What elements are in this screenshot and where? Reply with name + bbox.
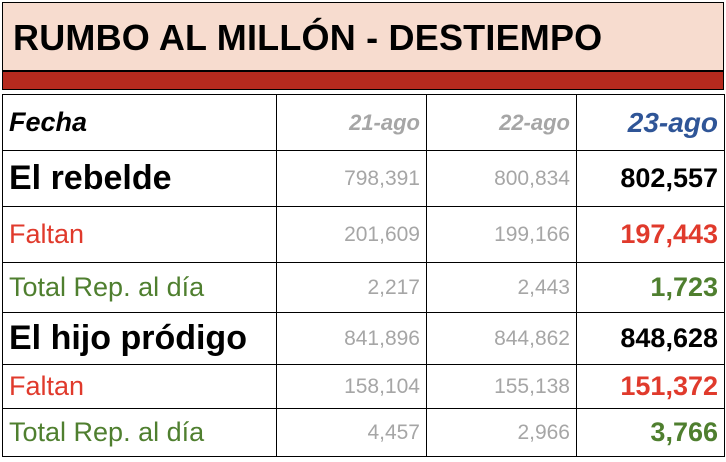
views-current-cell[interactable]: 848,628 <box>576 312 725 365</box>
total-current-cell[interactable]: 3,766 <box>576 408 725 457</box>
views-cell[interactable]: 841,896 <box>276 312 427 365</box>
faltan-cell[interactable]: 158,104 <box>276 364 427 409</box>
faltan-cell[interactable]: 155,138 <box>426 364 577 409</box>
faltan-current-cell[interactable]: 197,443 <box>576 206 725 263</box>
total-cell[interactable]: 2,443 <box>426 262 577 313</box>
header-date-current-cell[interactable]: 23-ago <box>576 94 725 151</box>
header-label-cell[interactable]: Fecha <box>2 94 277 151</box>
total-row: Total Rep. al día 2,217 2,443 1,723 <box>2 262 725 313</box>
views-current-cell[interactable]: 802,557 <box>576 150 725 207</box>
faltan-row: Faltan 158,104 155,138 151,372 <box>2 364 725 409</box>
data-table: Fecha 21-ago 22-ago 23-ago El rebelde 79… <box>2 94 725 457</box>
views-cell[interactable]: 800,834 <box>426 150 577 207</box>
title-accent-bar <box>2 71 724 90</box>
total-cell[interactable]: 4,457 <box>276 408 427 457</box>
total-current-cell[interactable]: 1,723 <box>576 262 725 313</box>
song-name-row: El rebelde 798,391 800,834 802,557 <box>2 150 725 207</box>
faltan-label-cell[interactable]: Faltan <box>2 206 277 263</box>
header-date-cell[interactable]: 21-ago <box>276 94 427 151</box>
title-row: RUMBO AL MILLÓN - DESTIEMPO <box>2 2 724 71</box>
faltan-label-cell[interactable]: Faltan <box>2 364 277 409</box>
header-date-cell[interactable]: 22-ago <box>426 94 577 151</box>
song-name-cell[interactable]: El hijo pródigo <box>2 312 277 365</box>
views-cell[interactable]: 844,862 <box>426 312 577 365</box>
header-row: Fecha 21-ago 22-ago 23-ago <box>2 94 725 151</box>
song-name-cell[interactable]: El rebelde <box>2 150 277 207</box>
total-label-cell[interactable]: Total Rep. al día <box>2 262 277 313</box>
views-cell[interactable]: 798,391 <box>276 150 427 207</box>
page-title: RUMBO AL MILLÓN - DESTIEMPO <box>13 17 603 58</box>
total-cell[interactable]: 2,966 <box>426 408 577 457</box>
faltan-cell[interactable]: 201,609 <box>276 206 427 263</box>
song-name-row: El hijo pródigo 841,896 844,862 848,628 <box>2 312 725 365</box>
faltan-current-cell[interactable]: 151,372 <box>576 364 725 409</box>
faltan-cell[interactable]: 199,166 <box>426 206 577 263</box>
total-label-cell[interactable]: Total Rep. al día <box>2 408 277 457</box>
total-cell[interactable]: 2,217 <box>276 262 427 313</box>
faltan-row: Faltan 201,609 199,166 197,443 <box>2 206 725 263</box>
total-row: Total Rep. al día 4,457 2,966 3,766 <box>2 408 725 457</box>
